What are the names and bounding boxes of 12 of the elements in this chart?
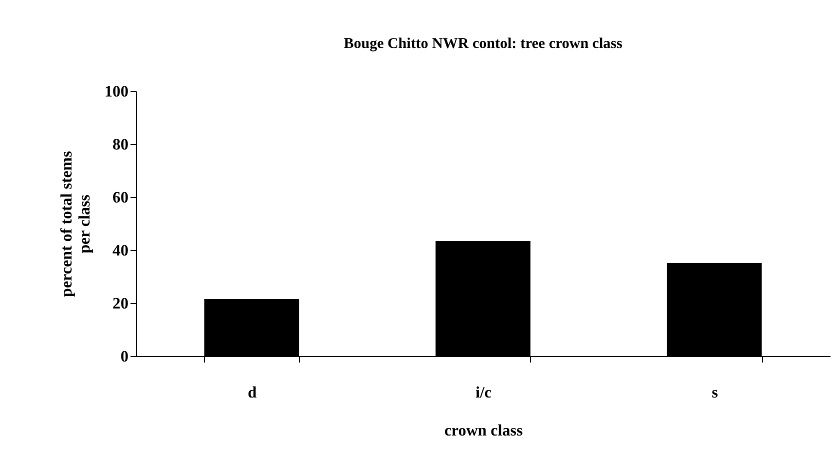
y-tick-label: 20 (112, 296, 128, 312)
y-tick-label: 0 (120, 348, 128, 366)
x-tick-label: i/c (476, 384, 492, 402)
y-tick-label: 60 (112, 190, 128, 206)
y-tick-label: 80 (112, 136, 128, 154)
x-tick-label: s (712, 384, 718, 402)
x-tick-label: d (248, 384, 257, 402)
x-axis-title: crown class (444, 422, 523, 440)
chart-title: Bouge Chitto NWR contol: tree crown class (344, 36, 622, 52)
y-tick-label: 100 (104, 84, 128, 100)
y-tick-label: 40 (112, 242, 128, 260)
y-axis-title: percent of total stems per class (58, 151, 94, 297)
